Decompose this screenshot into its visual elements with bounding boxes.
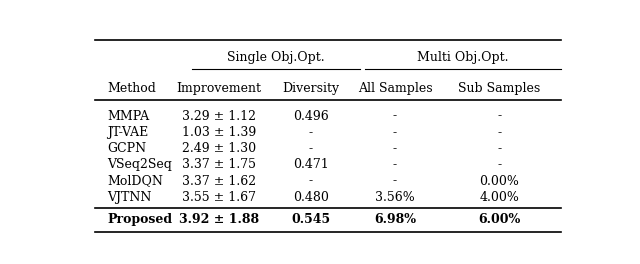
Text: JT-VAE: JT-VAE (108, 126, 148, 139)
Text: 1.03 ± 1.39: 1.03 ± 1.39 (182, 126, 256, 139)
Text: 0.480: 0.480 (292, 191, 328, 204)
Text: -: - (308, 175, 313, 188)
Text: VSeq2Seq: VSeq2Seq (108, 158, 172, 171)
Text: 0.545: 0.545 (291, 213, 330, 226)
Text: 0.00%: 0.00% (479, 175, 519, 188)
Text: All Samples: All Samples (358, 82, 432, 95)
Text: Diversity: Diversity (282, 82, 339, 95)
Text: VJTNN: VJTNN (108, 191, 152, 204)
Text: MolDQN: MolDQN (108, 175, 163, 188)
Text: Method: Method (108, 82, 156, 95)
Text: 0.496: 0.496 (292, 110, 328, 122)
Text: GCPN: GCPN (108, 142, 147, 155)
Text: Improvement: Improvement (177, 82, 261, 95)
Text: 3.29 ± 1.12: 3.29 ± 1.12 (182, 110, 256, 122)
Text: 0.471: 0.471 (292, 158, 328, 171)
Text: 3.55 ± 1.67: 3.55 ± 1.67 (182, 191, 256, 204)
Text: 3.56%: 3.56% (375, 191, 415, 204)
Text: -: - (393, 158, 397, 171)
Text: -: - (393, 126, 397, 139)
Text: Sub Samples: Sub Samples (458, 82, 540, 95)
Text: 3.37 ± 1.62: 3.37 ± 1.62 (182, 175, 256, 188)
Text: Proposed: Proposed (108, 213, 172, 226)
Text: 6.00%: 6.00% (478, 213, 520, 226)
Text: 3.92 ± 1.88: 3.92 ± 1.88 (179, 213, 259, 226)
Text: Single Obj.Opt.: Single Obj.Opt. (227, 51, 324, 64)
Text: 6.98%: 6.98% (374, 213, 416, 226)
Text: -: - (308, 126, 313, 139)
Text: MMPA: MMPA (108, 110, 149, 122)
Text: -: - (497, 158, 501, 171)
Text: 2.49 ± 1.30: 2.49 ± 1.30 (182, 142, 256, 155)
Text: -: - (393, 142, 397, 155)
Text: 3.37 ± 1.75: 3.37 ± 1.75 (182, 158, 256, 171)
Text: -: - (497, 126, 501, 139)
Text: Multi Obj.Opt.: Multi Obj.Opt. (417, 51, 509, 64)
Text: 4.00%: 4.00% (479, 191, 519, 204)
Text: -: - (497, 110, 501, 122)
Text: -: - (308, 142, 313, 155)
Text: -: - (393, 175, 397, 188)
Text: -: - (393, 110, 397, 122)
Text: -: - (497, 142, 501, 155)
